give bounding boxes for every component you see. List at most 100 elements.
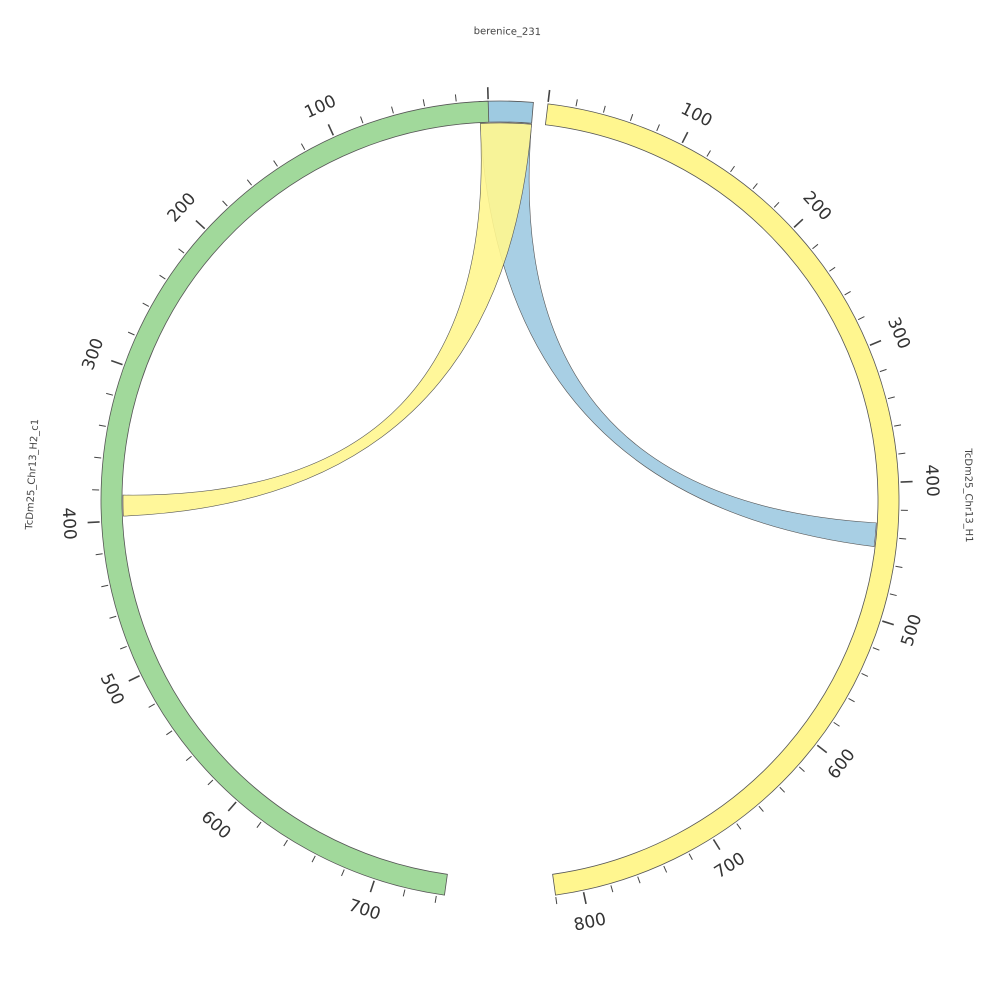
minor-tick — [610, 885, 614, 893]
minor-tick — [127, 331, 135, 336]
minor-tick — [833, 721, 840, 727]
minor-tick — [159, 274, 166, 280]
minor-tick — [829, 266, 836, 272]
minor-tick — [341, 869, 345, 877]
link-ribbon-berenice-231-to-tcdm25-chr13-h2-c1 — [122, 122, 532, 517]
minor-tick — [95, 553, 103, 556]
minor-tick — [246, 179, 253, 186]
minor-tick — [857, 316, 865, 321]
minor-tick — [142, 302, 150, 307]
minor-tick — [434, 895, 437, 903]
minor-tick — [555, 897, 558, 905]
major-tick — [582, 892, 587, 905]
minor-tick — [895, 565, 903, 568]
minor-tick — [166, 730, 173, 736]
minor-tick — [311, 855, 316, 863]
segment-label-tcdm25-chr13-h1: TcDm25_Chr13_H1 — [962, 447, 974, 542]
minor-tick — [178, 248, 185, 254]
minor-tick — [706, 150, 711, 157]
minor-tick — [887, 396, 895, 400]
minor-tick — [779, 786, 786, 793]
tick-label: 100 — [302, 91, 340, 123]
minor-tick — [300, 143, 306, 150]
minor-tick — [898, 452, 906, 455]
major-tick — [110, 359, 123, 366]
minor-tick — [94, 456, 102, 459]
minor-tick — [109, 615, 117, 619]
minor-tick — [602, 105, 606, 113]
tick-label: 100 — [677, 99, 715, 132]
minor-tick — [273, 160, 278, 167]
minor-tick — [844, 290, 851, 296]
minor-tick — [730, 165, 735, 173]
axis-ticks — [87, 87, 913, 905]
minor-tick — [106, 392, 114, 396]
minor-tick — [736, 823, 742, 830]
major-tick — [712, 839, 721, 851]
major-tick — [869, 339, 882, 347]
minor-tick — [752, 183, 758, 190]
minor-tick — [798, 766, 805, 772]
minor-tick — [629, 114, 634, 121]
major-tick — [195, 219, 206, 230]
major-tick — [369, 880, 375, 893]
minor-tick — [360, 116, 364, 124]
tick-label: 500 — [897, 612, 926, 649]
segment-band-tcdm25-chr13-h2-c1 — [100, 100, 490, 896]
minor-tick — [812, 243, 819, 250]
segment-label-tcdm25-chr13-h2-c1: TcDm25_Chr13_H2_c1 — [24, 419, 41, 531]
minor-tick — [185, 755, 192, 762]
minor-tick — [120, 646, 127, 650]
tick-label: 200 — [164, 189, 201, 226]
minor-tick — [861, 672, 869, 677]
minor-tick — [663, 865, 668, 873]
minor-tick — [283, 839, 288, 847]
link-ribbons — [122, 122, 877, 547]
minor-tick — [848, 697, 855, 703]
minor-tick — [889, 593, 897, 597]
tick-label: 600 — [197, 807, 235, 843]
link-ribbon-berenice-231-to-tcdm25-chr13-h1 — [479, 122, 877, 547]
tick-label: 400 — [921, 464, 942, 497]
minor-tick — [454, 94, 457, 102]
minor-tick — [894, 424, 902, 427]
tick-label: 700 — [346, 896, 383, 925]
major-tick — [87, 521, 100, 524]
minor-tick — [758, 805, 764, 812]
minor-tick — [422, 99, 426, 107]
minor-tick — [656, 124, 660, 132]
minor-tick — [575, 99, 578, 107]
minor-tick — [899, 537, 907, 540]
minor-tick — [637, 876, 641, 884]
major-tick — [547, 89, 551, 103]
minor-tick — [402, 889, 406, 897]
minor-tick — [148, 703, 155, 708]
tick-label: 600 — [824, 745, 860, 783]
minor-tick — [98, 424, 106, 427]
major-tick — [882, 620, 894, 626]
major-tick — [681, 131, 689, 144]
minor-tick — [872, 647, 880, 651]
segment-label-berenice-231: berenice_231 — [474, 26, 542, 38]
tick-label: 800 — [572, 909, 608, 935]
minor-tick — [879, 368, 887, 373]
major-tick — [900, 480, 913, 483]
minor-tick — [391, 106, 394, 114]
tick-label: 300 — [78, 336, 108, 373]
segment-band-tcdm25-chr13-h1 — [544, 103, 900, 896]
segment-bands — [100, 100, 900, 896]
tick-label: 400 — [58, 507, 80, 540]
major-tick — [128, 675, 140, 682]
tick-label: 700 — [711, 849, 749, 883]
minor-tick — [207, 779, 214, 786]
minor-tick — [101, 584, 109, 588]
minor-tick — [773, 201, 780, 208]
major-tick — [327, 124, 335, 136]
tick-label: 500 — [96, 670, 128, 708]
minor-tick — [256, 821, 262, 828]
minor-tick — [688, 853, 693, 861]
tick-label: 200 — [798, 188, 835, 225]
major-tick — [793, 218, 804, 228]
tick-label: 300 — [883, 314, 914, 352]
